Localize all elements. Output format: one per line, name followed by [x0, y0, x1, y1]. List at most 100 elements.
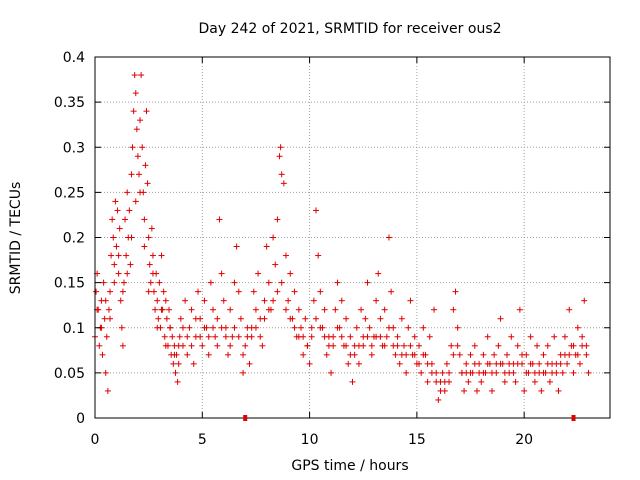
data-point [113, 243, 120, 250]
data-point [177, 315, 184, 322]
data-point [377, 315, 384, 322]
data-point [255, 270, 262, 277]
data-point [383, 333, 390, 340]
data-point [218, 324, 225, 331]
data-point [411, 351, 418, 358]
data-point [154, 297, 161, 304]
data-point [119, 288, 126, 295]
data-point [549, 369, 556, 376]
data-point [175, 342, 182, 349]
data-point [315, 252, 322, 259]
chart-title: Day 242 of 2021, SRMTID for receiver ous… [198, 21, 501, 37]
data-point [401, 342, 407, 349]
data-point [188, 306, 195, 313]
data-point [149, 270, 156, 277]
data-point [96, 342, 103, 349]
data-point [373, 297, 380, 304]
data-point [259, 342, 266, 349]
data-point [137, 117, 144, 124]
data-point [467, 351, 474, 358]
data-point [581, 297, 588, 304]
data-point [308, 333, 315, 340]
data-point [544, 342, 551, 349]
data-point [274, 288, 281, 295]
axis-markers [243, 415, 576, 421]
data-point [484, 360, 491, 367]
data-point [308, 324, 315, 331]
data-point [111, 261, 118, 268]
data-point [138, 72, 145, 79]
data-point [343, 342, 350, 349]
data-point [103, 333, 110, 340]
x-tick-label: 20 [515, 432, 533, 448]
data-point [377, 333, 384, 340]
data-point [127, 261, 134, 268]
data-point [366, 324, 373, 331]
data-point [576, 360, 583, 367]
data-point [143, 108, 150, 115]
data-point [145, 234, 152, 241]
data-point [175, 360, 182, 367]
data-point [441, 387, 448, 394]
data-point [225, 351, 232, 358]
data-point [131, 72, 138, 79]
x-axis-marker [571, 415, 576, 421]
data-point [124, 270, 131, 277]
data-point [257, 333, 264, 340]
data-point [227, 342, 234, 349]
data-point [471, 342, 478, 349]
data-point [456, 351, 463, 358]
data-point [501, 369, 508, 376]
data-point [144, 180, 151, 187]
data-point [158, 306, 165, 313]
data-point [435, 396, 442, 403]
data-point [231, 279, 238, 286]
data-point [540, 351, 547, 358]
data-point [394, 342, 401, 349]
data-point [287, 315, 294, 322]
data-point [233, 243, 240, 250]
data-point [514, 360, 521, 367]
data-point [182, 297, 189, 304]
data-point [111, 279, 118, 286]
data-point [416, 360, 423, 367]
data-point [188, 342, 195, 349]
data-point [235, 288, 242, 295]
data-point [362, 315, 369, 322]
data-point [282, 252, 289, 259]
data-point [119, 342, 126, 349]
data-point [172, 369, 179, 376]
data-point [135, 171, 142, 178]
data-point [184, 351, 191, 358]
data-point [237, 315, 244, 322]
data-point [514, 342, 521, 349]
data-point [546, 378, 553, 385]
data-point [450, 306, 457, 313]
data-point [280, 180, 287, 187]
data-point [287, 270, 294, 277]
x-axis-marker [243, 415, 248, 421]
data-point [488, 369, 495, 376]
data-point [216, 216, 223, 223]
data-point [313, 207, 320, 214]
data-point [332, 306, 339, 313]
data-point [276, 153, 283, 160]
data-point [155, 315, 162, 322]
data-point [564, 360, 571, 367]
data-point [478, 378, 485, 385]
data-point [570, 342, 577, 349]
data-point [461, 387, 468, 394]
y-tick-label: 0.35 [54, 95, 85, 111]
data-point [446, 369, 453, 376]
data-point [295, 306, 302, 313]
data-point [141, 243, 148, 250]
data-point [433, 369, 440, 376]
data-point [278, 279, 285, 286]
data-point [450, 351, 457, 358]
data-point [488, 387, 495, 394]
data-point [163, 315, 170, 322]
data-point [385, 324, 392, 331]
data-point [420, 324, 427, 331]
data-point [536, 360, 543, 367]
